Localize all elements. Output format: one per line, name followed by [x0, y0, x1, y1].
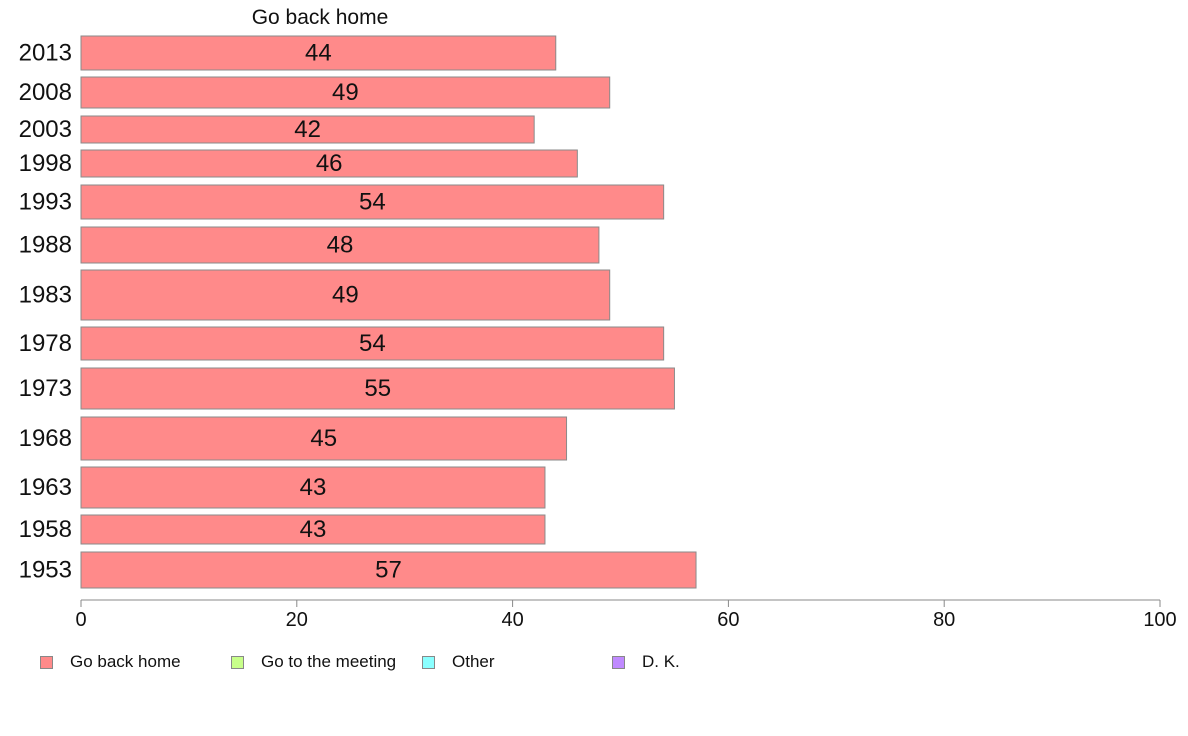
- x-tick-label-0: 0: [75, 609, 86, 631]
- bar-1953: [80, 551, 697, 589]
- category-label-2013: 2013: [19, 40, 72, 67]
- legend-item-dk: D. K.: [612, 652, 680, 672]
- legend-label: Other: [452, 652, 495, 671]
- value-label-2008: 49: [332, 79, 359, 106]
- category-label-2003: 2003: [19, 116, 72, 143]
- category-label-1988: 1988: [19, 232, 72, 259]
- category-label-2008: 2008: [19, 79, 72, 106]
- category-label-1958: 1958: [19, 516, 72, 543]
- category-label-1963: 1963: [19, 474, 72, 501]
- bar-1988: [80, 226, 600, 264]
- value-label-1958: 43: [300, 516, 327, 543]
- bar-1958: [80, 514, 546, 545]
- value-label-1983: 49: [332, 282, 359, 309]
- legend-item-other: Other: [422, 652, 495, 672]
- legend: Go back home Go to the meeting Other D. …: [0, 652, 1188, 676]
- legend-swatch-icon: [231, 655, 244, 669]
- category-label-1968: 1968: [19, 425, 72, 452]
- legend-label: Go back home: [70, 652, 181, 671]
- legend-label: D. K.: [642, 652, 680, 671]
- bar-1993: [80, 184, 665, 220]
- value-label-1993: 54: [359, 189, 386, 216]
- value-label-2003: 42: [294, 116, 321, 143]
- value-label-1963: 43: [300, 474, 327, 501]
- value-label-1998: 46: [316, 150, 343, 177]
- category-labels: 2013 2008 2003 1998 1993 1988 1983 1978 1973 1968…: [19, 40, 72, 584]
- x-tick-label-100: 100: [1143, 609, 1176, 631]
- x-tick-label-80: 80: [933, 609, 955, 631]
- x-tick-label-20: 20: [286, 609, 308, 631]
- x-tick-label-40: 40: [501, 609, 523, 631]
- legend-item-go-to-the-meeting: Go to the meeting: [231, 652, 396, 672]
- value-label-2013: 44: [305, 40, 332, 67]
- bar-1978: [80, 326, 665, 361]
- bar-1983: [80, 269, 611, 321]
- value-label-1968: 45: [310, 425, 337, 452]
- legend-swatch-icon: [40, 655, 53, 669]
- category-label-1953: 1953: [19, 557, 72, 584]
- bar-1973: [80, 367, 675, 410]
- bar-1998: [80, 149, 578, 178]
- bars-group: [80, 35, 697, 589]
- category-label-1973: 1973: [19, 375, 72, 402]
- x-axis: 0 20 40 60 80 100: [75, 599, 1177, 631]
- bar-2003: [80, 115, 535, 144]
- value-label-1978: 54: [359, 330, 386, 357]
- value-label-1953: 57: [375, 557, 402, 584]
- value-label-1988: 48: [327, 232, 354, 259]
- category-label-1978: 1978: [19, 330, 72, 357]
- x-tick-label-60: 60: [717, 609, 739, 631]
- legend-label: Go to the meeting: [261, 652, 397, 671]
- legend-swatch-icon: [422, 655, 435, 669]
- category-label-1998: 1998: [19, 150, 72, 177]
- legend-item-go-back-home: Go back home: [40, 652, 181, 672]
- legend-swatch-icon: [612, 655, 625, 669]
- bar-1963: [80, 466, 546, 509]
- category-label-1983: 1983: [19, 282, 72, 309]
- bar-2008: [80, 76, 611, 109]
- bar-2013: [80, 35, 557, 71]
- category-label-1993: 1993: [19, 189, 72, 216]
- value-label-1973: 55: [364, 375, 391, 402]
- bar-1968: [80, 416, 568, 461]
- series-title: Go back home: [251, 6, 389, 29]
